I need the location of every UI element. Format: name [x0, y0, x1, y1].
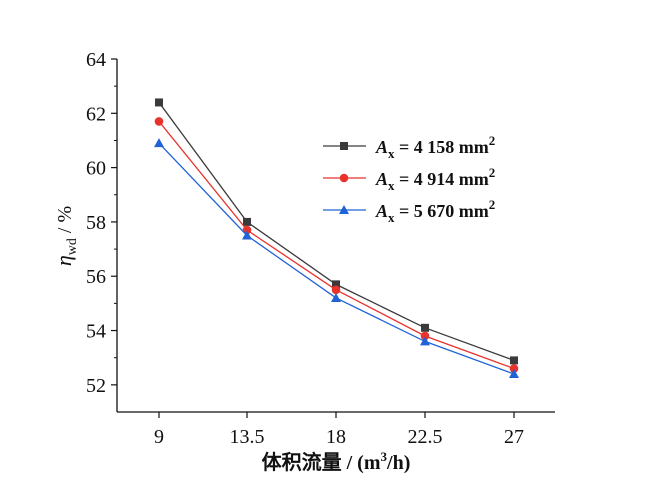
y-tick-label: 62: [86, 103, 106, 125]
x-tick-label: 27: [504, 426, 524, 448]
legend-label: Ax = 5 670 mm2: [375, 197, 495, 225]
y-tick-label: 58: [86, 212, 106, 234]
x-tick-label: 22.5: [408, 426, 443, 448]
x-tick-label: 18: [326, 426, 346, 448]
data-point-square: [340, 142, 348, 150]
legend-item-3: Ax = 5 670 mm2: [323, 197, 495, 225]
y-axis-title: ηwd / %: [51, 206, 80, 266]
data-point-circle: [154, 117, 164, 126]
data-point-circle: [509, 364, 519, 373]
series-1: [155, 98, 518, 365]
data-point-circle: [420, 331, 430, 341]
y-tick-label: 52: [86, 375, 106, 397]
x-tick-label: 9: [154, 426, 164, 448]
data-point-circle: [242, 225, 252, 235]
series-2: [154, 117, 519, 373]
y-tick-label: 56: [86, 266, 106, 288]
data-point-square: [155, 98, 163, 107]
y-tick-label: 60: [86, 158, 106, 180]
legend: Ax = 4 158 mm2 Ax = 4 914 mm2 Ax = 5 670 m…: [323, 133, 495, 225]
data-point-square: [243, 217, 251, 226]
legend-label: Ax = 4 158 mm2: [375, 133, 495, 161]
data-point-square: [421, 323, 429, 332]
axis-titles: 体积流量 / (m3/h) ηwd / %: [51, 206, 410, 474]
data-point-triangle: [339, 205, 349, 214]
y-tick-label: 54: [86, 321, 106, 343]
data-point-triangle: [242, 230, 252, 240]
data-point-circle: [339, 173, 349, 183]
data-point-triangle: [331, 292, 341, 302]
x-tick-label: 13.5: [230, 426, 265, 448]
y-tick-label: 64: [86, 49, 106, 71]
legend-label: Ax = 4 914 mm2: [375, 165, 495, 193]
data-point-triangle: [509, 368, 519, 378]
plot-area: [154, 98, 519, 378]
data-point-square: [332, 280, 340, 289]
legend-item-1: Ax = 4 158 mm2: [323, 133, 495, 161]
data-point-square: [510, 356, 518, 365]
series-3: [154, 138, 519, 378]
x-axis-title: 体积流量 / (m3/h): [262, 449, 411, 474]
data-point-triangle: [154, 138, 164, 148]
data-point-circle: [331, 285, 341, 295]
data-point-triangle: [420, 336, 430, 346]
legend-item-2: Ax = 4 914 mm2: [323, 165, 495, 193]
axes: 52 54 56 58 60 62 64 9 13.5 18 22.5 27: [86, 49, 555, 448]
series-line: [158, 121, 515, 370]
